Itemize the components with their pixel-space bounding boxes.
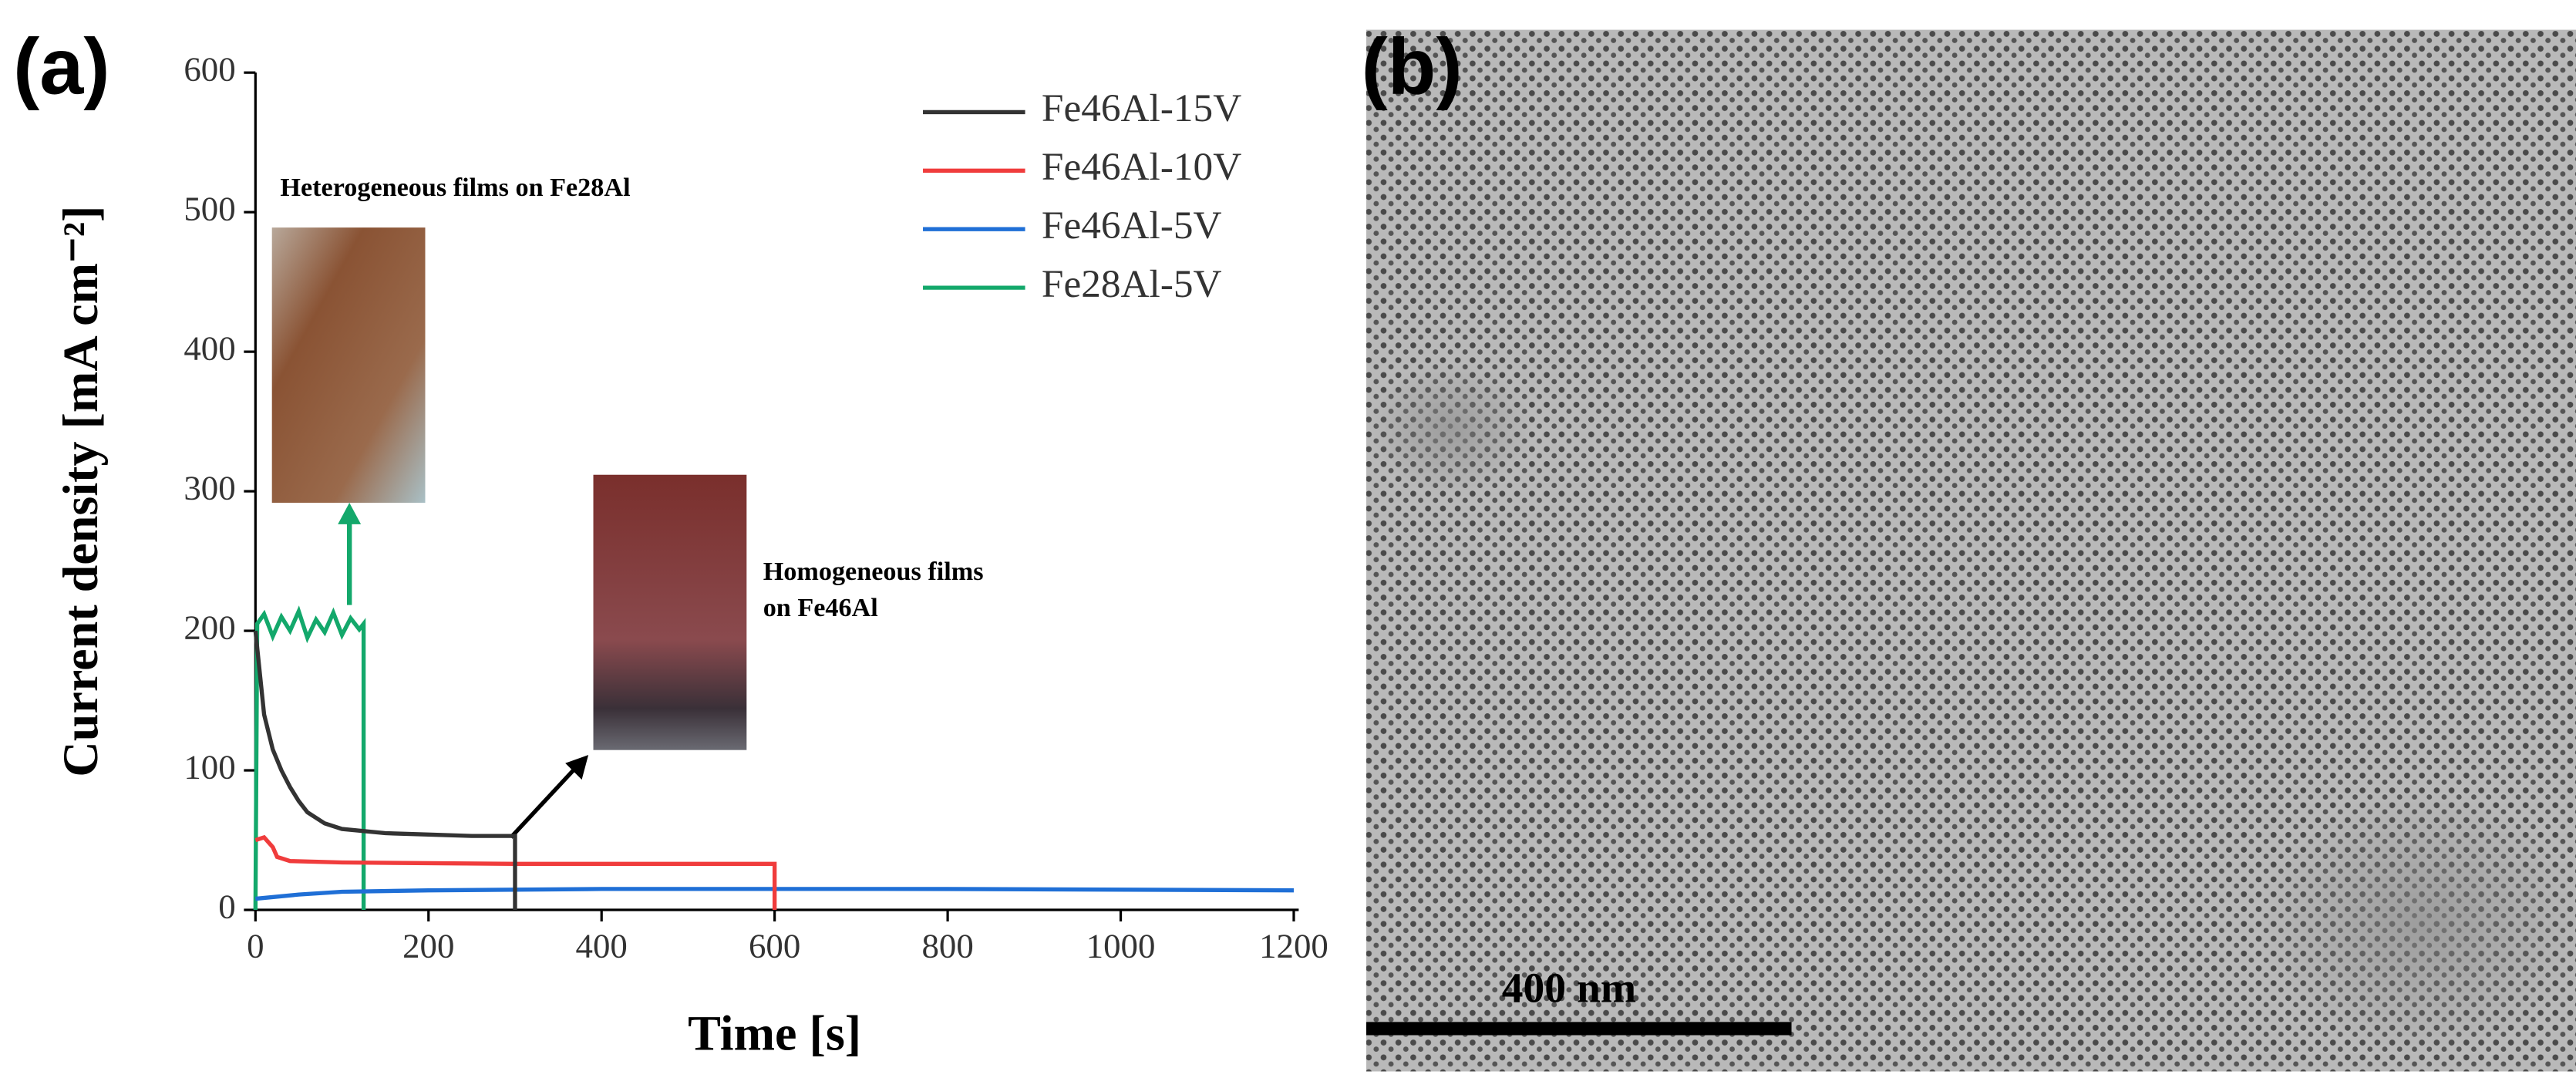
series-line	[253, 630, 517, 911]
series-line	[254, 834, 777, 911]
y-tick-label: 200	[184, 608, 235, 646]
y-axis-title: Current density [mA cm⁻²]	[53, 206, 108, 777]
x-axis-title: Time [s]	[688, 1005, 861, 1060]
inset-photo	[593, 474, 747, 750]
sem-shade	[1368, 362, 1533, 495]
x-tick-label: 800	[921, 927, 973, 965]
x-tick-label: 400	[576, 927, 628, 965]
legend-label: Fe28Al-5V	[1042, 262, 1222, 306]
y-tick-label: 600	[184, 49, 235, 88]
y-tick-label: 100	[184, 747, 235, 786]
annotation: on Fe46Al	[763, 594, 878, 622]
y-tick-label: 0	[218, 887, 235, 925]
series-line	[253, 605, 366, 911]
panel-label: (a)	[13, 22, 109, 110]
y-tick-label: 400	[184, 328, 235, 367]
x-tick-label: 200	[402, 927, 454, 965]
x-tick-label: 1200	[1259, 927, 1328, 965]
annotation: Heterogeneous films on Fe28Al	[280, 173, 630, 202]
sem-shade	[2258, 791, 2576, 1056]
arrow-head	[338, 503, 362, 524]
y-tick-label: 300	[184, 468, 235, 507]
panel-label: (b)	[1362, 22, 1463, 110]
inset-photo	[271, 227, 426, 504]
legend-label: Fe46Al-15V	[1042, 86, 1241, 130]
series-line	[255, 887, 1294, 901]
legend-label: Fe46Al-5V	[1042, 204, 1222, 248]
scale-label: 400 nm	[1502, 965, 1636, 1012]
legend-label: Fe46Al-10V	[1042, 145, 1241, 189]
arrow	[509, 765, 579, 839]
y-tick-label: 500	[184, 189, 235, 227]
annotation: Homogeneous films	[763, 557, 984, 586]
x-tick-label: 600	[749, 927, 800, 965]
x-tick-label: 0	[247, 927, 264, 965]
x-tick-label: 1000	[1086, 927, 1156, 965]
arrow-head	[565, 755, 589, 780]
